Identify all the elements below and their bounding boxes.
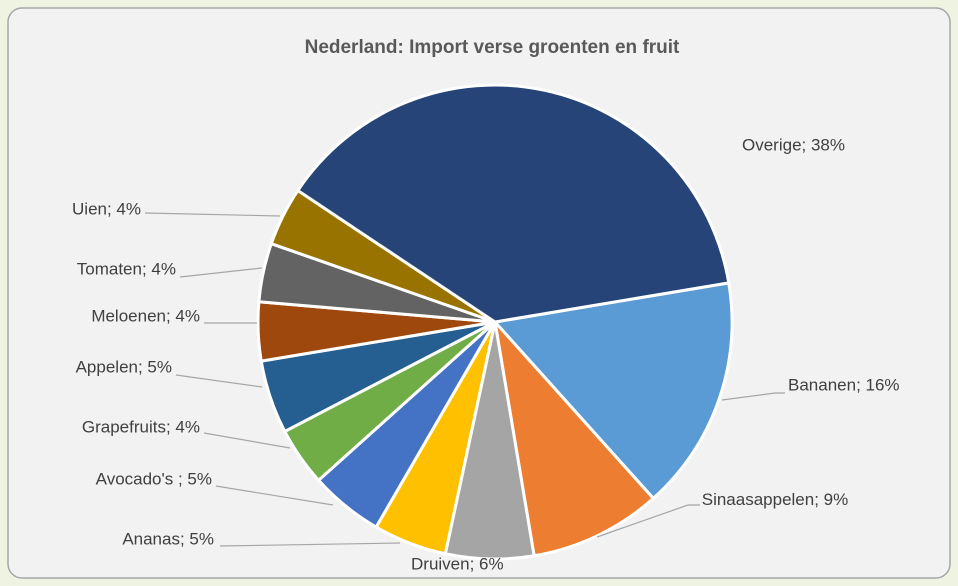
data-label: Grapefruits; 4% bbox=[82, 417, 200, 436]
chart-title: Nederland: Import verse groenten en frui… bbox=[305, 37, 680, 58]
data-label: Avocado's ; 5% bbox=[96, 469, 212, 488]
pie-slice bbox=[492, 317, 656, 558]
data-label: Bananen; 16% bbox=[788, 375, 900, 394]
data-label: Ananas; 5% bbox=[122, 529, 214, 548]
data-label: Tomaten; 4% bbox=[77, 259, 176, 278]
leader-line bbox=[179, 267, 263, 278]
data-label-box: Sinaasappelen; 9% bbox=[701, 490, 849, 509]
data-label: Overige; 38% bbox=[742, 135, 845, 154]
pie-slice bbox=[295, 83, 731, 324]
data-label: Appelen; 5% bbox=[76, 357, 172, 376]
leader-line bbox=[596, 504, 700, 538]
leader-line bbox=[203, 432, 291, 449]
data-label: Meloenen; 4% bbox=[91, 306, 200, 325]
leader-line bbox=[721, 392, 785, 401]
pie-slice bbox=[492, 281, 734, 501]
leader-line bbox=[144, 212, 281, 217]
leader-line bbox=[219, 542, 401, 547]
leader-line bbox=[215, 485, 334, 506]
data-label: Druiven; 6% bbox=[411, 554, 504, 573]
leader-line bbox=[175, 374, 263, 388]
data-label: Uien; 4% bbox=[72, 199, 141, 218]
data-label: Sinaasappelen; 9% bbox=[701, 490, 849, 509]
